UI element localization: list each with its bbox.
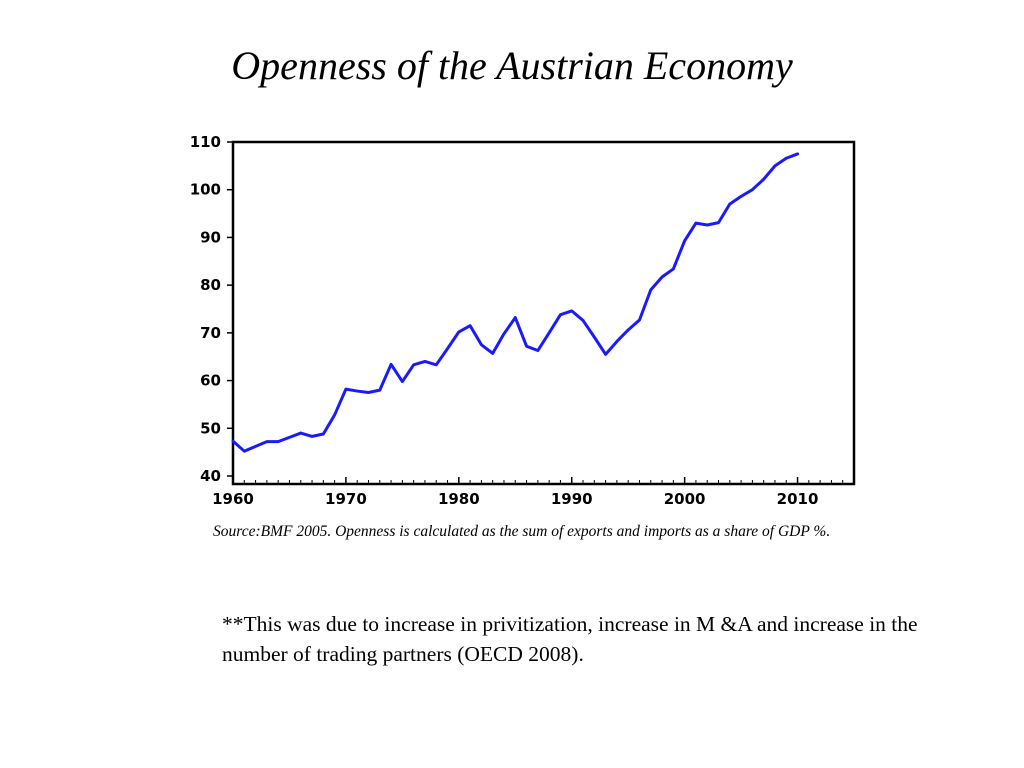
data-point [276,440,280,443]
data-point [457,330,461,334]
y-axis-ticks [227,141,233,477]
data-point [265,440,269,443]
x-tick-label: 1980 [438,490,480,508]
x-tick-label: 1970 [325,490,367,508]
data-point [536,349,540,352]
data-point [468,324,472,327]
data-point [570,309,573,313]
slide-title: Openness of the Austrian Economy [231,43,793,88]
data-point [480,343,483,346]
y-tick-label: 60 [200,372,221,390]
data-point [310,435,314,438]
data-point [389,363,393,366]
data-point [706,223,709,227]
data-point [762,178,765,181]
data-point [367,391,370,394]
x-tick-label: 1960 [212,490,254,508]
data-point [581,319,585,322]
data-point [773,164,777,168]
data-point [401,380,404,383]
y-tick-label: 40 [200,467,221,485]
data-point [378,388,381,392]
x-axis-labels: 1960 1970 1980 1990 2000 2010 [212,490,818,508]
data-point [502,332,506,336]
data-point [412,363,415,367]
x-tick-label: 1990 [551,490,593,508]
data-point [254,445,257,448]
data-point [739,195,743,198]
openness-series-line [231,152,800,453]
data-point [672,267,675,271]
data-point [322,432,325,436]
y-tick-label: 80 [200,276,221,294]
data-point [604,353,607,356]
data-point [728,202,731,206]
data-point [683,239,686,242]
data-point [514,316,517,319]
data-point [356,389,359,393]
data-point [796,152,799,156]
data-point [344,387,348,391]
data-point [649,288,652,292]
y-axis-labels: 40 50 60 70 80 90 100 110 [190,133,221,485]
data-point [231,439,235,443]
data-point [559,313,562,316]
y-tick-label: 90 [200,228,221,246]
data-point [694,221,698,225]
data-point [288,436,291,439]
y-tick-label: 100 [190,181,221,199]
data-point [717,221,720,224]
data-point [333,413,336,417]
x-tick-label: 2010 [777,490,819,508]
data-point [751,188,754,191]
data-point [435,363,438,367]
x-tick-label: 2000 [664,490,706,508]
data-point [638,318,641,322]
data-point [547,331,551,335]
data-point [626,328,630,332]
plot-frame [231,140,856,486]
data-point [423,360,427,363]
footnote: **This was due to increase in privitizat… [222,612,918,666]
y-tick-label: 70 [200,324,221,342]
data-point [785,157,788,160]
y-tick-label: 50 [200,419,221,437]
data-point [299,431,302,435]
data-point [446,347,449,350]
data-point [660,275,664,279]
data-point [243,449,246,453]
data-point [615,340,619,343]
source-note: Source:BMF 2005. Openness is calculated … [213,523,831,540]
data-point [491,352,494,355]
y-tick-label: 110 [190,133,221,151]
data-point [593,335,596,339]
data-point [525,345,528,348]
x-axis-ticks [232,477,855,484]
series-group [231,152,800,453]
